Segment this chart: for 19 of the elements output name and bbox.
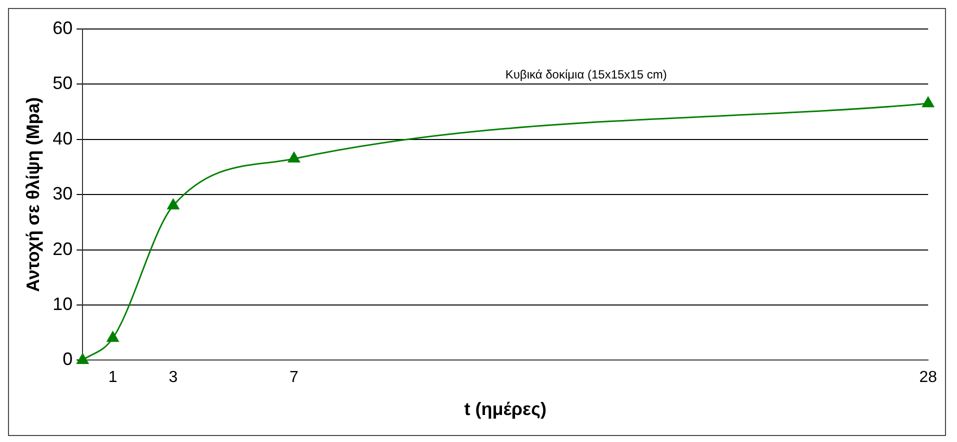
x-tick-label: 28	[919, 369, 938, 386]
x-tick-label: 1	[108, 369, 118, 386]
x-axis-title: t (ημέρες)	[464, 399, 546, 420]
y-axis-title: Αντοχή σε θλίψη (Mpa)	[22, 97, 43, 292]
y-tick-label: 10	[52, 294, 73, 314]
y-tick-label: 40	[52, 128, 73, 148]
point	[922, 96, 934, 108]
point	[167, 198, 180, 210]
y-tick-label: 30	[52, 184, 73, 204]
point	[76, 353, 89, 364]
y-tick-label: 0	[62, 349, 73, 370]
x-tick-label: 3	[168, 369, 178, 386]
y-tick-label: 20	[52, 238, 73, 259]
y-tick-label: 60	[52, 18, 73, 38]
point	[288, 152, 300, 162]
point	[106, 331, 119, 342]
y-tick-label: 50	[52, 73, 73, 94]
annotation: Κυβικά δοκίμια (15x15x15 cm)	[505, 67, 667, 82]
x-tick-label: 7	[290, 369, 299, 386]
